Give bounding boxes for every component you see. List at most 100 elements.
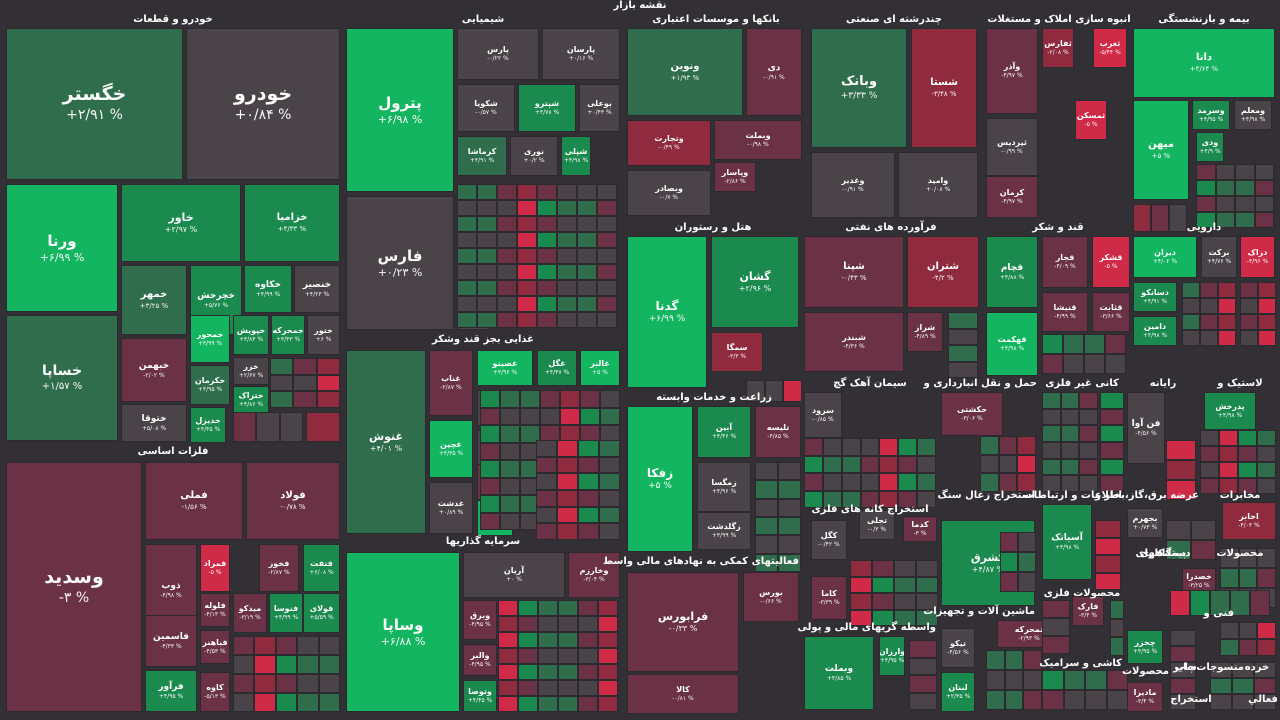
stock-tile-small[interactable]	[948, 328, 978, 345]
stock-tile[interactable]: وبرق% ۴/۹۵-	[463, 600, 497, 640]
stock-tile[interactable]: برکت% ۴/۷۶+	[1201, 236, 1237, 278]
stock-tile-small[interactable]	[1170, 630, 1196, 646]
stock-tile[interactable]: لبنان% ۲/۳۵+	[941, 672, 975, 712]
stock-tile-small[interactable]	[457, 232, 477, 248]
stock-tile-small[interactable]	[538, 680, 558, 696]
stock-tile-small[interactable]	[916, 560, 938, 577]
stock-tile-small[interactable]	[558, 600, 578, 616]
stock-tile[interactable]: گدنا% ۶/۹۹+	[627, 236, 707, 388]
stock-tile-small[interactable]	[518, 680, 538, 696]
stock-tile-small[interactable]	[1210, 662, 1232, 678]
stock-tile-small[interactable]	[557, 490, 578, 507]
stock-tile-small[interactable]	[755, 517, 778, 536]
stock-tile-small[interactable]	[1257, 446, 1276, 462]
stock-tile-small[interactable]	[498, 600, 518, 616]
stock-tile[interactable]: وبملت% ۰/۹۸-	[714, 120, 802, 160]
stock-tile-small[interactable]	[537, 184, 557, 200]
stock-tile-small[interactable]	[1105, 334, 1126, 354]
stock-tile-small[interactable]	[518, 696, 538, 712]
stock-tile-small[interactable]	[980, 436, 999, 455]
stock-tile-small[interactable]	[1218, 282, 1236, 298]
stock-tile-small[interactable]	[1042, 618, 1070, 636]
stock-tile[interactable]: خگستر% ۲/۹۱+	[6, 28, 183, 180]
stock-tile-small[interactable]	[986, 690, 1005, 710]
stock-tile-small[interactable]	[557, 232, 577, 248]
stock-tile-small[interactable]	[537, 296, 557, 312]
stock-tile-small[interactable]	[1257, 622, 1276, 639]
stock-tile-small[interactable]	[850, 593, 872, 610]
stock-tile-small[interactable]	[1000, 532, 1018, 552]
stock-tile-small[interactable]	[1100, 458, 1124, 476]
stock-tile-small[interactable]	[1060, 408, 1080, 426]
stock-tile-small[interactable]	[879, 438, 899, 456]
stock-tile-small[interactable]	[1106, 690, 1128, 710]
stock-tile[interactable]: اخابر% ۴/۰۳-	[1222, 502, 1276, 540]
stock-tile-small[interactable]	[879, 473, 899, 491]
stock-tile[interactable]: دزاک% ۴/۹۶-	[1240, 236, 1275, 278]
stock-tile-small[interactable]	[948, 312, 978, 329]
stock-tile-small[interactable]	[536, 523, 557, 540]
stock-tile[interactable]: ومعلم% ۴/۹۸+	[1234, 100, 1272, 130]
stock-tile-small[interactable]	[557, 264, 577, 280]
stock-tile-small[interactable]	[1106, 670, 1128, 690]
stock-tile-small[interactable]	[1060, 392, 1080, 409]
stock-tile[interactable]: فمراد% ۵-	[200, 544, 230, 592]
stock-tile-small[interactable]	[1219, 430, 1238, 446]
stock-tile-small[interactable]	[536, 440, 557, 457]
stock-tile-small[interactable]	[980, 473, 999, 492]
stock-tile-small[interactable]	[297, 693, 319, 712]
stock-tile-small[interactable]	[916, 576, 938, 593]
stock-tile-small[interactable]	[498, 648, 518, 664]
stock-tile-small[interactable]	[986, 650, 1005, 670]
stock-tile-small[interactable]	[1042, 670, 1064, 690]
stock-tile-small[interactable]	[598, 680, 618, 696]
stock-tile-small[interactable]	[318, 674, 340, 693]
stock-tile[interactable]: شپترو% ۴/۷۸+	[518, 84, 576, 132]
stock-tile-small[interactable]	[980, 454, 999, 474]
stock-tile-small[interactable]	[948, 345, 978, 362]
stock-tile[interactable]: چخزر% ۴/۹۵+	[1127, 630, 1163, 664]
stock-tile-small[interactable]	[597, 296, 617, 312]
stock-tile-small[interactable]	[1250, 590, 1270, 616]
stock-tile[interactable]: غالبر% ۵+	[580, 350, 620, 386]
stock-tile[interactable]: ثغرب% ۵/۴۴-	[1093, 28, 1127, 68]
stock-tile-small[interactable]	[536, 473, 557, 490]
stock-tile-small[interactable]	[517, 200, 537, 216]
stock-tile-small[interactable]	[1258, 314, 1276, 330]
stock-tile[interactable]: ودی% ۴/۹+	[1196, 132, 1224, 162]
stock-tile-small[interactable]	[233, 412, 257, 442]
stock-tile-small[interactable]	[1232, 694, 1254, 710]
stock-tile-small[interactable]	[1240, 330, 1258, 346]
stock-tile-small[interactable]	[598, 664, 618, 680]
stock-tile-small[interactable]	[1079, 392, 1098, 409]
stock-tile-small[interactable]	[1042, 442, 1061, 459]
stock-tile-small[interactable]	[986, 670, 1005, 690]
stock-tile-small[interactable]	[755, 480, 778, 499]
stock-tile-small[interactable]	[898, 473, 918, 491]
stock-tile-small[interactable]	[578, 680, 598, 696]
stock-tile-small[interactable]	[1196, 212, 1216, 228]
stock-tile-small[interactable]	[1042, 334, 1063, 354]
stock-tile[interactable]: شبندر% ۴/۳۶-	[804, 312, 904, 372]
stock-tile-small[interactable]	[1063, 334, 1084, 354]
stock-tile[interactable]: وبانک% ۳/۳۳+	[811, 28, 907, 148]
stock-tile-small[interactable]	[477, 248, 497, 264]
stock-tile-small[interactable]	[916, 593, 938, 610]
stock-tile[interactable]: کاما% ۳/۳۹-	[811, 576, 847, 620]
stock-tile[interactable]: دسانکو% ۴/۹۱+	[1133, 282, 1177, 312]
stock-tile-small[interactable]	[537, 200, 557, 216]
stock-tile-small[interactable]	[998, 454, 1018, 474]
stock-tile-small[interactable]	[597, 216, 617, 232]
stock-tile-small[interactable]	[1110, 637, 1124, 656]
stock-tile-small[interactable]	[1018, 572, 1036, 592]
stock-tile-small[interactable]	[578, 506, 599, 524]
stock-tile-small[interactable]	[1257, 548, 1276, 568]
stock-tile-small[interactable]	[1060, 442, 1080, 459]
stock-tile[interactable]: فاسمین% ۴/۳۳-	[145, 615, 197, 667]
stock-tile-small[interactable]	[1060, 458, 1080, 476]
stock-tile-small[interactable]	[477, 232, 497, 248]
stock-tile-small[interactable]	[998, 473, 1018, 492]
stock-tile-small[interactable]	[1182, 330, 1200, 346]
stock-tile-small[interactable]	[1000, 552, 1018, 572]
stock-tile[interactable]: قشکر% ۵-	[1092, 236, 1130, 288]
